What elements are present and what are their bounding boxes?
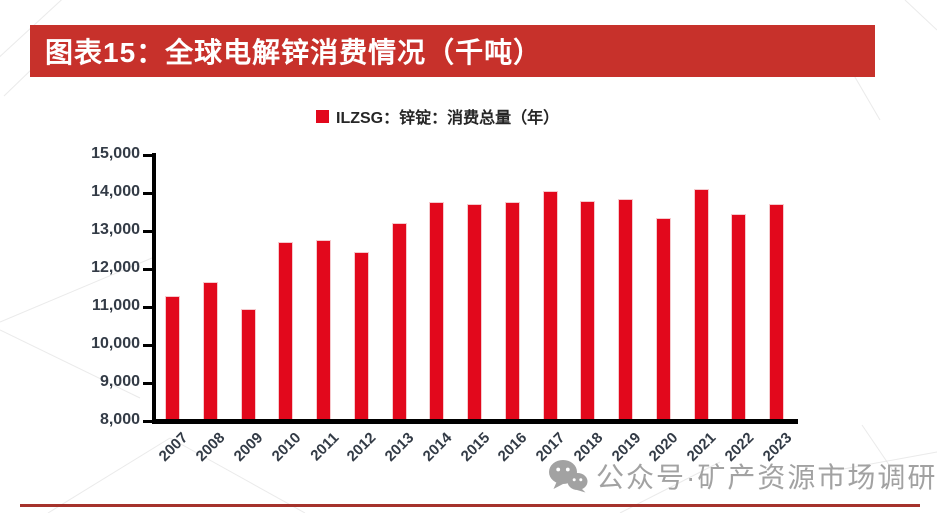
- bar-2020: [655, 217, 671, 419]
- bar-2008: [202, 282, 218, 419]
- bar-2022: [731, 213, 747, 419]
- y-tick-mark: [143, 381, 152, 385]
- y-tick-label: 9,000: [99, 373, 140, 390]
- bar-2023: [769, 204, 784, 419]
- y-tick-mark: [143, 419, 152, 423]
- bar-2010: [278, 242, 294, 419]
- legend-marker: [316, 109, 329, 123]
- y-tick-label: 14,000: [91, 183, 140, 200]
- x-axis-line: [152, 419, 798, 424]
- bar-2011: [316, 240, 331, 419]
- y-tick-mark: [143, 305, 152, 309]
- bar-2007: [165, 295, 180, 419]
- y-tick-label: 15,000: [91, 145, 140, 162]
- y-tick-label: 12,000: [91, 259, 140, 276]
- bottom-rule: [20, 504, 920, 507]
- y-axis-line: [152, 153, 156, 423]
- y-tick-mark: [143, 153, 152, 157]
- bar-2021: [693, 189, 709, 419]
- bar-2013: [391, 223, 407, 419]
- chart-title: 图表15：全球电解锌消费情况（千吨）: [45, 37, 543, 68]
- y-tick-mark: [143, 343, 152, 347]
- wechat-icon: [549, 460, 588, 493]
- y-tick-label: 11,000: [91, 297, 140, 314]
- bar-2012: [353, 251, 369, 419]
- y-tick-label: 13,000: [91, 221, 140, 238]
- legend: ILZSG：锌锭：消费总量（年）: [316, 104, 559, 128]
- watermark: 公众号·矿产资源市场调研: [548, 456, 937, 496]
- y-tick-mark: [143, 229, 152, 233]
- bar-2015: [467, 204, 482, 419]
- bar-2019: [618, 198, 633, 419]
- bar-2014: [429, 202, 445, 419]
- y-tick-label: 10,000: [91, 335, 140, 352]
- bar-2018: [580, 200, 596, 419]
- chart-title-bar: 图表15：全球电解锌消费情况（千吨）: [30, 25, 875, 77]
- y-tick-label: 8,000: [99, 411, 140, 428]
- watermark-text: 公众号·矿产资源市场调研: [596, 462, 937, 493]
- legend-label: ILZSG：锌锭：消费总量（年）: [336, 110, 560, 127]
- bar-2017: [542, 191, 558, 419]
- bar-2016: [504, 202, 520, 419]
- y-tick-mark: [143, 267, 152, 271]
- bar-2009: [240, 308, 256, 419]
- y-tick-mark: [143, 191, 152, 195]
